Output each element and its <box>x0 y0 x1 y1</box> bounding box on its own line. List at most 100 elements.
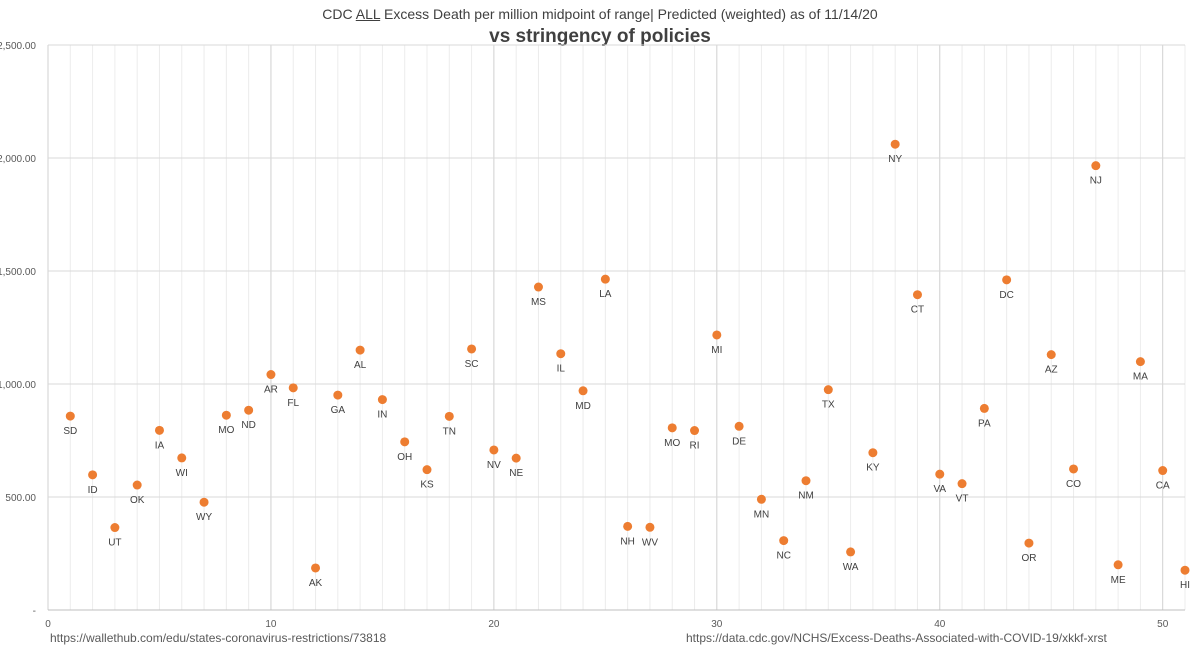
data-point <box>132 480 142 490</box>
data-label: VT <box>956 494 969 505</box>
data-label: UT <box>108 538 121 549</box>
data-label: NC <box>776 551 790 562</box>
x-tick-label: 20 <box>488 619 500 630</box>
data-label: WY <box>196 512 212 523</box>
data-label: KY <box>866 463 880 474</box>
y-tick-label: - <box>33 606 36 617</box>
data-point <box>1091 161 1101 171</box>
x-tick-label: 40 <box>934 619 946 630</box>
data-point <box>400 437 410 447</box>
data-label: MA <box>1133 372 1148 383</box>
data-label: IA <box>155 440 165 451</box>
data-label: HI <box>1180 580 1190 591</box>
data-label: GA <box>331 405 346 416</box>
x-tick-label: 50 <box>1157 619 1169 630</box>
data-point <box>355 345 365 355</box>
data-point <box>979 403 989 413</box>
chart-title-prefix: CDC <box>322 6 356 22</box>
data-point <box>556 349 566 359</box>
data-point <box>65 411 75 421</box>
data-label: MD <box>575 401 591 412</box>
chart-subtitle: vs stringency of policies <box>489 26 711 47</box>
data-point <box>333 390 343 400</box>
data-label: OK <box>130 495 145 506</box>
data-label: VA <box>933 484 946 495</box>
data-label: NH <box>620 536 634 547</box>
data-label: MN <box>754 509 770 520</box>
data-label: ND <box>241 420 255 431</box>
data-label: MS <box>531 297 546 308</box>
data-label: LA <box>599 289 612 300</box>
data-point <box>266 370 276 380</box>
data-point <box>690 426 700 436</box>
data-point <box>756 494 766 504</box>
data-point <box>533 282 543 292</box>
data-point <box>110 523 120 533</box>
data-point <box>779 536 789 546</box>
data-point <box>868 448 878 458</box>
data-point <box>667 423 677 433</box>
data-point <box>1002 275 1012 285</box>
chart-title-suffix: Excess Death per million midpoint of ran… <box>380 6 878 22</box>
data-label: NV <box>487 460 501 471</box>
data-point <box>154 425 164 435</box>
data-label: WV <box>642 537 658 548</box>
data-point <box>890 139 900 149</box>
data-label: IN <box>377 410 387 421</box>
data-point <box>467 344 477 354</box>
data-label: MO <box>218 425 234 436</box>
data-label: AZ <box>1045 365 1058 376</box>
data-point <box>244 405 254 415</box>
data-point <box>801 476 811 486</box>
data-label: FL <box>287 398 299 409</box>
data-point <box>377 395 387 405</box>
data-label: NE <box>509 468 523 479</box>
data-label: MO <box>664 438 680 449</box>
data-point <box>578 386 588 396</box>
data-point <box>422 465 432 475</box>
data-label: KS <box>420 480 434 491</box>
data-label: RI <box>690 441 700 452</box>
data-point <box>912 290 922 300</box>
data-label: TX <box>822 400 835 411</box>
source-url-left: https://wallethub.com/edu/states-coronav… <box>50 631 387 645</box>
data-point <box>1069 464 1079 474</box>
data-point <box>1135 357 1145 367</box>
data-label: AK <box>309 578 323 589</box>
data-point <box>846 547 856 557</box>
chart-title: CDC ALL Excess Death per million midpoin… <box>0 6 1200 22</box>
data-point <box>1024 538 1034 548</box>
data-point <box>600 274 610 284</box>
data-label: AR <box>264 385 278 396</box>
data-label: ME <box>1111 575 1126 586</box>
data-point <box>221 410 231 420</box>
data-point <box>511 453 521 463</box>
data-label: CO <box>1066 479 1081 490</box>
data-point <box>199 497 209 507</box>
y-tick-label: 1,000.00 <box>0 380 36 391</box>
data-label: SC <box>465 359 479 370</box>
data-point <box>1046 350 1056 360</box>
data-label: AL <box>354 360 367 371</box>
data-label: MI <box>711 345 722 356</box>
data-point <box>1158 466 1168 476</box>
data-label: OR <box>1021 553 1036 564</box>
data-label: SD <box>63 426 77 437</box>
x-tick-label: 0 <box>45 619 51 630</box>
data-label: DE <box>732 436 746 447</box>
data-point <box>311 563 321 573</box>
data-label: WI <box>176 468 188 479</box>
data-point <box>489 445 499 455</box>
data-label: NY <box>888 154 902 165</box>
chart-title-underlined: ALL <box>355 6 381 22</box>
data-point <box>645 522 655 532</box>
y-tick-label: 500.00 <box>5 493 36 504</box>
data-point <box>935 469 945 479</box>
y-tick-label: 2,000.00 <box>0 154 36 165</box>
data-label: CA <box>1156 481 1170 492</box>
x-tick-label: 10 <box>265 619 277 630</box>
source-url-right: https://data.cdc.gov/NCHS/Excess-Deaths-… <box>686 631 1107 645</box>
data-point <box>444 411 454 421</box>
data-point <box>177 453 187 463</box>
